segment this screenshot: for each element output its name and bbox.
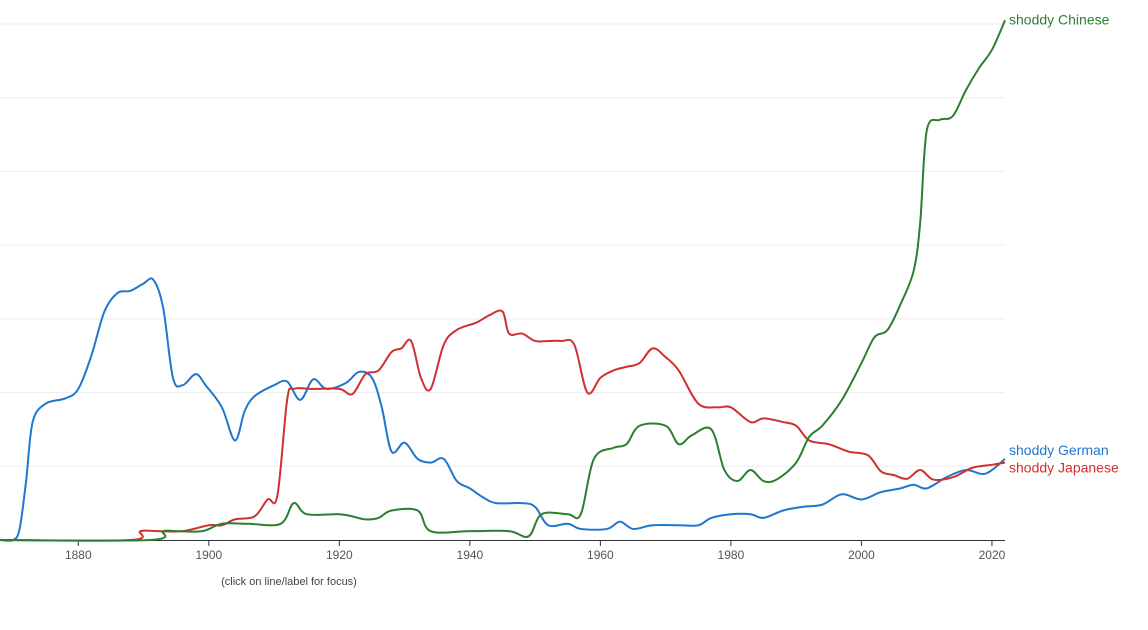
series-labels: shoddy German shoddy Japanese shoddy Chine…	[1009, 11, 1119, 475]
focus-hint: (click on line/label for focus)	[221, 576, 357, 588]
series-label-shoddy-german[interactable]: shoddy German	[1009, 442, 1109, 458]
x-tick-label-1940: 1940	[457, 548, 484, 562]
series-lines	[0, 19, 1006, 542]
x-tick-label-1980: 1980	[718, 548, 745, 562]
series-line-shoddy-chinese[interactable]	[0, 19, 1006, 542]
series-line-shoddy-german[interactable]	[0, 277, 1006, 542]
series-label-shoddy-japanese[interactable]: shoddy Japanese	[1009, 460, 1119, 476]
x-tick-label-1920: 1920	[326, 548, 353, 562]
series-label-shoddy-chinese[interactable]: shoddy Chinese	[1009, 11, 1110, 27]
gridlines	[0, 23, 1005, 467]
x-tick-label-2000: 2000	[848, 548, 875, 562]
series-line-shoddy-japanese[interactable]	[0, 309, 1006, 542]
x-tick-label-1900: 1900	[195, 548, 222, 562]
x-tick-label-1880: 1880	[65, 548, 92, 562]
x-axis: 1880 1900 1920 1940 1960 1980 2000 2020	[0, 540, 1006, 562]
x-tick-label-1960: 1960	[587, 548, 614, 562]
x-tick-label-2020: 2020	[979, 548, 1006, 562]
